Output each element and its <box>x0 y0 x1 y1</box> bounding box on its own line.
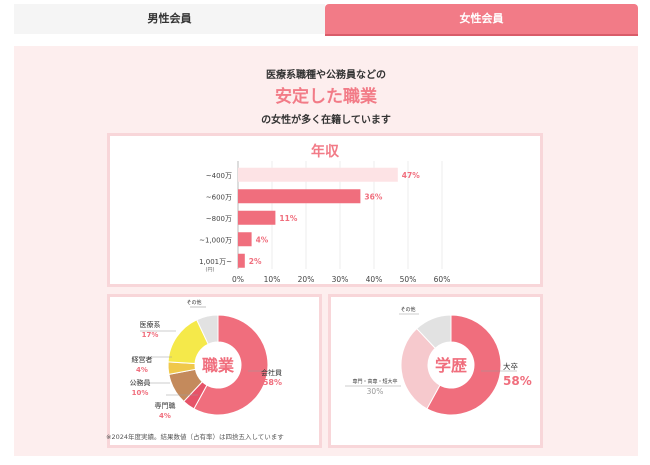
female-members-panel: 医療系職種や公務員などの 安定した職業 の女性が多く在籍しています 年収 0% 10… <box>14 46 638 456</box>
income-value-label: 36% <box>364 192 382 201</box>
income-chart-card: 年収 0% 10% 20% 30% 40% 50% 60% ~400万 47% ~600万 36% ~8… <box>107 133 543 287</box>
income-category-label: ~400万 <box>206 172 232 180</box>
income-value-label: 4% <box>256 235 269 244</box>
income-value-label: 2% <box>249 257 262 266</box>
income-x-tick-label: 60% <box>434 275 451 284</box>
income-x-tick-label: 30% <box>332 275 349 284</box>
income-bar <box>238 232 252 247</box>
income-category-label: ~1,000万 <box>199 236 232 244</box>
occupation-label: 専門職 <box>155 401 176 410</box>
intro-line-1: 医療系職種や公務員などの <box>266 70 386 81</box>
footnote: ※2024年度実績。結果数値（占有率）は四捨五入しています <box>106 433 284 441</box>
occupation-center-title: 職業 <box>202 356 235 375</box>
occupation-label: 医療系 <box>140 320 161 329</box>
occupation-pct-label: 4% <box>136 366 148 374</box>
education-pct-label: 30% <box>367 387 384 396</box>
education-pct-label: 58% <box>503 374 532 388</box>
income-x-tick-label: 20% <box>298 275 315 284</box>
income-value-label: 11% <box>279 214 297 223</box>
intro-headline: 安定した職業 <box>275 87 377 107</box>
income-bar <box>238 253 245 268</box>
occupation-chart-card: 職業会社員 58% 専門職 4% 公務員 10% 経営者 4% 医療系 17% その他 <box>107 294 322 448</box>
income-category-label: 1,001万~ <box>199 258 232 266</box>
income-bar <box>238 167 398 182</box>
income-bar-chart: 年収 0% 10% 20% 30% 40% 50% 60% ~400万 47% ~600万 36% ~8… <box>199 143 451 284</box>
income-x-tick-label: 10% <box>264 275 281 284</box>
income-value-label: 47% <box>402 171 420 180</box>
occupation-donut-hole <box>195 342 241 388</box>
income-x-tick-label: 50% <box>400 275 417 284</box>
education-donut-hole <box>428 342 474 388</box>
tab-male-members[interactable]: 男性会員 <box>14 4 325 34</box>
education-donut-chart: 学歴 大卒 58% 専門・高専・短大卒 30% その他 <box>345 306 532 416</box>
education-label: その他 <box>400 306 415 313</box>
education-chart-card: 学歴 大卒 58% 専門・高専・短大卒 30% その他 <box>328 294 543 448</box>
occupation-pct-label: 10% <box>132 389 149 397</box>
occupation-pct-label: 58% <box>263 378 282 387</box>
education-slice <box>416 314 452 349</box>
occupation-label: 経営者 <box>132 355 153 364</box>
income-category-label: ~600万 <box>206 193 232 201</box>
occupation-pct-label: 17% <box>142 331 159 339</box>
occupation-label: 会社員 <box>261 368 282 377</box>
intro-line-3: の女性が多く在籍しています <box>261 115 391 126</box>
tab-female-members[interactable]: 女性会員 <box>325 4 638 34</box>
occupation-pct-label: 4% <box>159 412 171 420</box>
income-bar <box>238 189 361 204</box>
income-unit-note: (円) <box>206 267 215 273</box>
education-label: 専門・高専・短大卒 <box>352 378 397 385</box>
education-center-title: 学歴 <box>435 356 467 375</box>
income-category-label: ~800万 <box>206 215 232 223</box>
member-tabs: 男性会員 女性会員 <box>14 4 638 34</box>
education-label: 大卒 <box>503 361 518 371</box>
income-x-tick-label: 0% <box>232 275 244 284</box>
occupation-label: その他 <box>186 299 201 306</box>
income-chart-title: 年収 <box>311 143 340 160</box>
income-bar <box>238 210 276 225</box>
income-x-tick-label: 40% <box>366 275 383 284</box>
occupation-donut-chart: 職業会社員58% 専門職 4% 公務員 10% 経営者 4% 医療系 17% その他 <box>130 299 282 420</box>
occupation-label: 公務員 <box>130 378 151 387</box>
